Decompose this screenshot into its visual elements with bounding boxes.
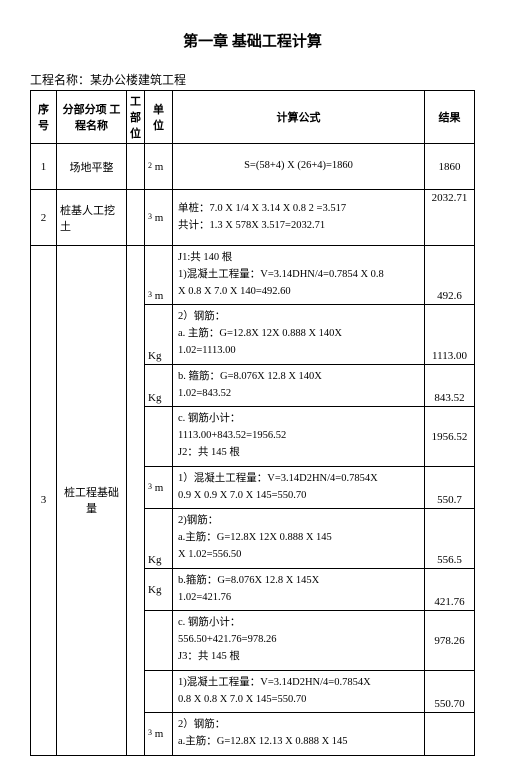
- cell-item: 场地平整: [57, 144, 127, 190]
- cell-formula: J1:共 140 根 1)混凝土工程量：V=3.14DHN/4=0.7854 X…: [173, 246, 425, 305]
- cell-unit: Kg: [145, 364, 173, 407]
- cell-formula: c. 钢筋小计： 556.50+421.76=978.26 J3：共 145 根: [173, 611, 425, 670]
- cell-result: 978.26: [425, 611, 475, 670]
- unit-text: m: [155, 212, 164, 224]
- cell-seq: 2: [31, 190, 57, 246]
- cell-formula: 2）钢筋： a.主筋：G=12.8X 12.13 X 0.888 X 145: [173, 713, 425, 756]
- cell-unit: Kg: [145, 568, 173, 611]
- unit-text: m: [155, 290, 164, 302]
- header-formula: 计算公式: [173, 91, 425, 144]
- cell-unit: [145, 670, 173, 713]
- cell-seq: 3: [31, 246, 57, 756]
- cell-formula: 单桩：7.0 X 1/4 X 3.14 X 0.8 2 =3.517 共计：1.…: [173, 190, 425, 246]
- cell-result: 556.5: [425, 509, 475, 568]
- cell-result: 550.7: [425, 466, 475, 509]
- unit-text: m: [155, 482, 164, 494]
- cell-formula: b. 箍筋：G=8.076X 12.8 X 140X 1.02=843.52: [173, 364, 425, 407]
- calculation-table: 序 号 分部分项 工程名称 工 部 位 单 位 计算公式 结果 1 场地平整 2…: [30, 90, 475, 756]
- cell-formula: 2）钢筋： a. 主筋：G=12.8X 12X 0.888 X 140X 1.0…: [173, 305, 425, 364]
- unit-sup: 3: [148, 290, 152, 299]
- unit-text: m: [155, 728, 164, 740]
- header-result: 结果: [425, 91, 475, 144]
- cell-result: 1956.52: [425, 407, 475, 466]
- cell-item: 桩基人工挖土: [57, 190, 127, 246]
- cell-formula: b.箍筋：G=8.076X 12.8 X 145X 1.02=421.76: [173, 568, 425, 611]
- cell-unit: Kg: [145, 509, 173, 568]
- table-header-row: 序 号 分部分项 工程名称 工 部 位 单 位 计算公式 结果: [31, 91, 475, 144]
- cell-result: 1113.00: [425, 305, 475, 364]
- cell-unit: Kg: [145, 305, 173, 364]
- header-unit: 单 位: [145, 91, 173, 144]
- cell-unit: 3 m: [145, 190, 173, 246]
- unit-sup: 3: [148, 482, 152, 491]
- unit-sup: 3: [148, 212, 152, 221]
- cell-result: 1860: [425, 144, 475, 190]
- table-row: 2 桩基人工挖土 3 m 单桩：7.0 X 1/4 X 3.14 X 0.8 2…: [31, 190, 475, 246]
- cell-result: 492.6: [425, 246, 475, 305]
- unit-sup: 3: [148, 728, 152, 737]
- project-name: 工程名称：某办公楼建筑工程: [30, 71, 475, 88]
- cell-part: [127, 144, 145, 190]
- cell-unit: 3 m: [145, 713, 173, 756]
- cell-formula: c. 钢筋小计： 1113.00+843.52=1956.52 J2：共 145…: [173, 407, 425, 466]
- cell-formula: 1)混凝土工程量：V=3.14D2HN/4=0.7854X 0.8 X 0.8 …: [173, 670, 425, 713]
- chapter-title: 第一章 基础工程计算: [30, 30, 475, 51]
- cell-formula: S=(58+4) X (26+4)=1860: [173, 144, 425, 190]
- header-item: 分部分项 工程名称: [57, 91, 127, 144]
- cell-result: 550.70: [425, 670, 475, 713]
- cell-unit: [145, 611, 173, 670]
- header-seq: 序 号: [31, 91, 57, 144]
- unit-text: m: [155, 161, 164, 173]
- cell-formula: 1）混凝土工程量：V=3.14D2HN/4=0.7854X 0.9 X 0.9 …: [173, 466, 425, 509]
- cell-unit: 3 m: [145, 246, 173, 305]
- cell-result: 2032.71: [425, 190, 475, 246]
- cell-part: [127, 246, 145, 756]
- cell-item: 桩工程基础量: [57, 246, 127, 756]
- cell-result: 421.76: [425, 568, 475, 611]
- cell-unit: 2 m: [145, 144, 173, 190]
- cell-unit: 3 m: [145, 466, 173, 509]
- cell-formula: 2)钢筋： a.主筋：G=12.8X 12X 0.888 X 145 X 1.0…: [173, 509, 425, 568]
- unit-sup: 2: [148, 161, 152, 170]
- table-row: 3 桩工程基础量 3 m J1:共 140 根 1)混凝土工程量：V=3.14D…: [31, 246, 475, 305]
- cell-seq: 1: [31, 144, 57, 190]
- header-part: 工 部 位: [127, 91, 145, 144]
- table-row: 1 场地平整 2 m S=(58+4) X (26+4)=1860 1860: [31, 144, 475, 190]
- cell-part: [127, 190, 145, 246]
- cell-unit: [145, 407, 173, 466]
- cell-result: [425, 713, 475, 756]
- cell-result: 843.52: [425, 364, 475, 407]
